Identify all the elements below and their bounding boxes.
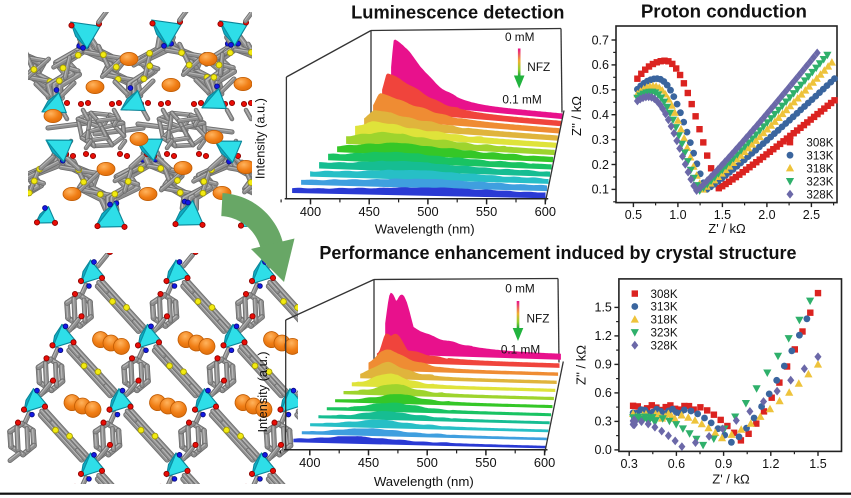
svg-text:Intensity (a.u.): Intensity (a.u.) bbox=[252, 98, 267, 179]
svg-text:0.7: 0.7 bbox=[592, 33, 609, 47]
svg-text:328K: 328K bbox=[651, 339, 678, 352]
svg-text:400: 400 bbox=[300, 204, 321, 219]
svg-text:1.2: 1.2 bbox=[762, 457, 779, 471]
svg-text:NFZ: NFZ bbox=[527, 60, 550, 74]
svg-text:NFZ: NFZ bbox=[527, 312, 550, 326]
svg-text:313K: 313K bbox=[651, 301, 678, 314]
svg-text:2.5: 2.5 bbox=[803, 208, 820, 222]
svg-text:1.0: 1.0 bbox=[669, 208, 686, 222]
svg-text:600: 600 bbox=[534, 455, 555, 470]
svg-text:328K: 328K bbox=[806, 188, 833, 201]
svg-text:0.1 mM: 0.1 mM bbox=[501, 343, 540, 357]
svg-text:0.0: 0.0 bbox=[595, 443, 612, 457]
svg-text:323K: 323K bbox=[806, 175, 833, 188]
svg-text:500: 500 bbox=[417, 204, 438, 219]
svg-text:Proton conduction: Proton conduction bbox=[641, 1, 807, 22]
svg-text:308K: 308K bbox=[806, 136, 833, 149]
svg-text:0.3: 0.3 bbox=[592, 133, 609, 147]
svg-text:0.1: 0.1 bbox=[592, 183, 609, 197]
svg-text:450: 450 bbox=[358, 455, 379, 470]
svg-text:318K: 318K bbox=[806, 162, 833, 175]
svg-text:0.1 mM: 0.1 mM bbox=[502, 93, 541, 107]
svg-text:0.3: 0.3 bbox=[595, 415, 612, 429]
svg-text:400: 400 bbox=[299, 455, 320, 470]
svg-text:1.2: 1.2 bbox=[595, 329, 612, 343]
svg-text:1.5: 1.5 bbox=[714, 208, 731, 222]
svg-text:600: 600 bbox=[535, 204, 556, 219]
svg-text:Wavelength (nm): Wavelength (nm) bbox=[375, 222, 475, 237]
svg-text:Luminescence detection: Luminescence detection bbox=[351, 2, 564, 23]
svg-text:323K: 323K bbox=[651, 327, 678, 340]
svg-text:500: 500 bbox=[417, 455, 438, 470]
svg-text:0.5: 0.5 bbox=[592, 83, 609, 97]
svg-text:Wavelength (nm): Wavelength (nm) bbox=[374, 474, 474, 489]
svg-text:550: 550 bbox=[476, 204, 497, 219]
svg-text:0.6: 0.6 bbox=[668, 457, 685, 471]
svg-text:0.5: 0.5 bbox=[625, 208, 642, 222]
svg-text:318K: 318K bbox=[651, 314, 678, 327]
svg-text:0 mM: 0 mM bbox=[505, 282, 535, 296]
svg-text:0.9: 0.9 bbox=[595, 358, 612, 372]
svg-text:0.4: 0.4 bbox=[592, 108, 609, 122]
svg-text:313K: 313K bbox=[806, 149, 833, 162]
svg-text:0.3: 0.3 bbox=[621, 457, 638, 471]
svg-text:1.5: 1.5 bbox=[809, 457, 826, 471]
svg-text:Z' / kΩ: Z' / kΩ bbox=[708, 221, 746, 236]
svg-text:Intensity (a.u.): Intensity (a.u.) bbox=[255, 351, 270, 432]
svg-text:450: 450 bbox=[359, 204, 380, 219]
svg-text:1.5: 1.5 bbox=[595, 301, 612, 315]
svg-text:0.2: 0.2 bbox=[592, 158, 609, 172]
svg-text:308K: 308K bbox=[651, 288, 678, 301]
svg-text:2.0: 2.0 bbox=[758, 208, 775, 222]
svg-text:Z'' / kΩ: Z'' / kΩ bbox=[569, 96, 584, 136]
svg-text:0.9: 0.9 bbox=[715, 457, 732, 471]
svg-text:550: 550 bbox=[475, 455, 496, 470]
svg-text:Performance enhancement induce: Performance enhancement induced by cryst… bbox=[319, 243, 796, 263]
svg-text:Z' / kΩ: Z' / kΩ bbox=[712, 472, 750, 487]
svg-text:0.6: 0.6 bbox=[592, 58, 609, 72]
svg-text:0 mM: 0 mM bbox=[505, 30, 535, 44]
svg-text:Z'' / kΩ: Z'' / kΩ bbox=[574, 345, 589, 385]
svg-text:0.6: 0.6 bbox=[595, 386, 612, 400]
